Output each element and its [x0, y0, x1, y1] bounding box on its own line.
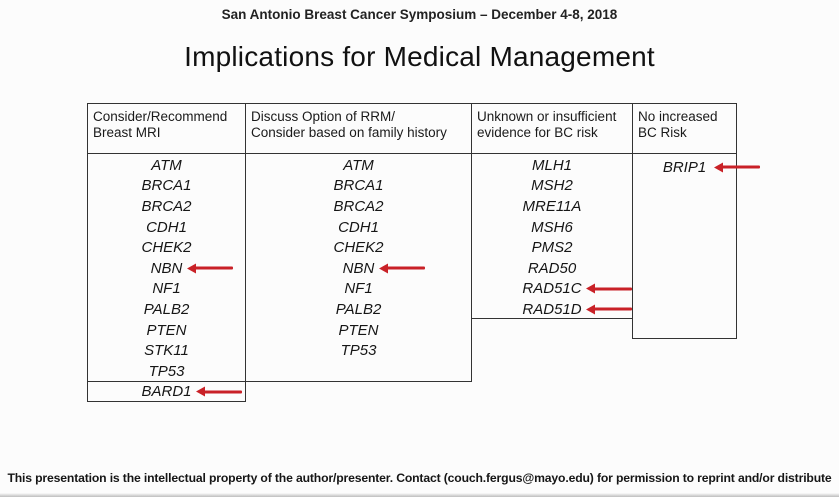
- column-header-no-increase: No increased BC Risk: [633, 104, 736, 154]
- table-column-breast-mri: Consider/Recommend Breast MRI ATM BRCA1 BRC…: [87, 103, 246, 382]
- gene-row: TP53: [246, 340, 471, 361]
- gene-label: RAD51D: [522, 300, 582, 318]
- gene-list-no-increase: BRIP1: [633, 154, 760, 178]
- gene-row: ATM: [246, 155, 471, 176]
- gene-row: BRCA2: [88, 196, 245, 217]
- gene-label: CDH1: [146, 218, 187, 236]
- gene-label: BRIP1: [662, 158, 707, 176]
- table-column-rrm-option: Discuss Option of RRM/Consider based on …: [245, 103, 472, 382]
- bottom-edge-shadow: [0, 493, 839, 497]
- gene-row: BRCA2: [246, 196, 471, 217]
- gene-row: NBN: [246, 258, 471, 279]
- gene-row: CDH1: [88, 217, 245, 238]
- gene-label: RAD51C: [522, 280, 582, 298]
- column-header-line: Unknown or insufficient: [477, 109, 617, 124]
- gene-label: MRE11A: [522, 197, 582, 215]
- gene-row: CHEK2: [88, 237, 245, 258]
- gene-label: NBN: [342, 259, 375, 277]
- gene-label: TP53: [340, 342, 377, 360]
- gene-row: RAD51D: [472, 299, 632, 320]
- gene-row: CHEK2: [246, 237, 471, 258]
- left-arrow-icon: [585, 283, 633, 294]
- gene-label: PTEN: [146, 321, 187, 339]
- gene-label: NF1: [344, 280, 373, 298]
- gene-row: RAD50: [472, 258, 632, 279]
- column-header-breast-mri: Consider/Recommend Breast MRI: [88, 104, 245, 154]
- gene-label: RAD50: [527, 259, 577, 277]
- gene-row: NF1: [88, 279, 245, 300]
- left-arrow-icon: [379, 263, 426, 274]
- gene-label: NF1: [152, 280, 181, 298]
- gene-row: NBN: [88, 258, 245, 279]
- gene-label: STK11: [144, 342, 189, 360]
- left-arrow-icon: [585, 304, 633, 315]
- gene-row: RAD51C: [472, 279, 632, 300]
- gene-label: MLH1: [531, 156, 572, 174]
- left-arrow-icon: [187, 263, 234, 274]
- column-header-line: No increased: [638, 109, 718, 124]
- gene-label: PMS2: [531, 239, 573, 257]
- symposium-header: San Antonio Breast Cancer Symposium – De…: [221, 7, 618, 22]
- column-header-rrm-option: Discuss Option of RRM/Consider based on …: [246, 104, 471, 154]
- gene-row: PALB2: [246, 299, 471, 320]
- table-column-unknown-evidence: Unknown or insufficient evidence for BC r…: [471, 103, 633, 319]
- gene-row: BARD1: [88, 382, 245, 401]
- gene-label: ATM: [343, 156, 374, 174]
- gene-row: BRIP1: [633, 157, 760, 178]
- footer-copyright: This presentation is the intellectual pr…: [7, 471, 832, 485]
- column-header-line: BC Risk: [638, 125, 687, 140]
- gene-label: BRCA2: [141, 197, 192, 215]
- gene-label: BRCA2: [333, 197, 384, 215]
- column-header-line: Consider/Recommend: [93, 109, 228, 124]
- gene-row: BRCA1: [246, 176, 471, 197]
- gene-label: CDH1: [338, 218, 379, 236]
- gene-row: STK11: [88, 340, 245, 361]
- gene-row: PALB2: [88, 299, 245, 320]
- gene-list-unknown-evidence: MLH1 MSH2 MRE11A MSH6 PMS2 RAD50 RAD51C RAD51D: [472, 154, 632, 320]
- gene-row: ATM: [88, 155, 245, 176]
- gene-row: BRCA1: [88, 176, 245, 197]
- gene-list-rrm-option: ATM BRCA1 BRCA2 CDH1 CHEK2 NBN NF1 PALB2 PTEN TP5…: [246, 154, 471, 361]
- gene-row: TP53: [88, 361, 245, 382]
- gene-row: PTEN: [88, 320, 245, 341]
- slide-title: Implications for Medical Management: [184, 41, 655, 72]
- gene-label: TP53: [148, 362, 185, 380]
- gene-label: ATM: [151, 156, 182, 174]
- gene-label: MSH6: [531, 218, 573, 236]
- column-header-line: Breast MRI: [93, 125, 161, 140]
- gene-label: NBN: [150, 259, 183, 277]
- gene-row: NF1: [246, 279, 471, 300]
- gene-row: PTEN: [246, 320, 471, 341]
- column-header-line: Consider based on family history: [251, 125, 447, 140]
- gene-row: PMS2: [472, 237, 632, 258]
- gene-list-bard1: BARD1: [88, 382, 245, 401]
- left-arrow-icon: [196, 386, 243, 397]
- gene-label: PTEN: [338, 321, 379, 339]
- gene-label: MSH2: [531, 177, 573, 195]
- gene-row: MSH2: [472, 176, 632, 197]
- gene-row: MRE11A: [472, 196, 632, 217]
- column-header-line: Discuss Option of RRM/: [251, 109, 396, 124]
- gene-label: PALB2: [143, 300, 190, 318]
- gene-label: CHEK2: [333, 239, 384, 257]
- table-extra-row-bard1: BARD1: [87, 381, 246, 402]
- gene-row: MLH1: [472, 155, 632, 176]
- gene-list-breast-mri: ATM BRCA1 BRCA2 CDH1 CHEK2 NBN NF1 PALB2 PTEN STK…: [88, 154, 245, 382]
- gene-label: BRCA1: [333, 177, 384, 195]
- gene-label: PALB2: [335, 300, 382, 318]
- gene-row: CDH1: [246, 217, 471, 238]
- column-header-unknown-evidence: Unknown or insufficient evidence for BC r…: [472, 104, 632, 154]
- gene-label: BARD1: [141, 383, 192, 400]
- left-arrow-icon: [714, 162, 761, 173]
- gene-label: BRCA1: [141, 177, 192, 195]
- table-column-no-increase: No increased BC Risk BRIP1: [632, 103, 760, 339]
- gene-label: CHEK2: [141, 239, 192, 257]
- column-header-line: evidence for BC risk: [477, 125, 598, 140]
- gene-row: MSH6: [472, 217, 632, 238]
